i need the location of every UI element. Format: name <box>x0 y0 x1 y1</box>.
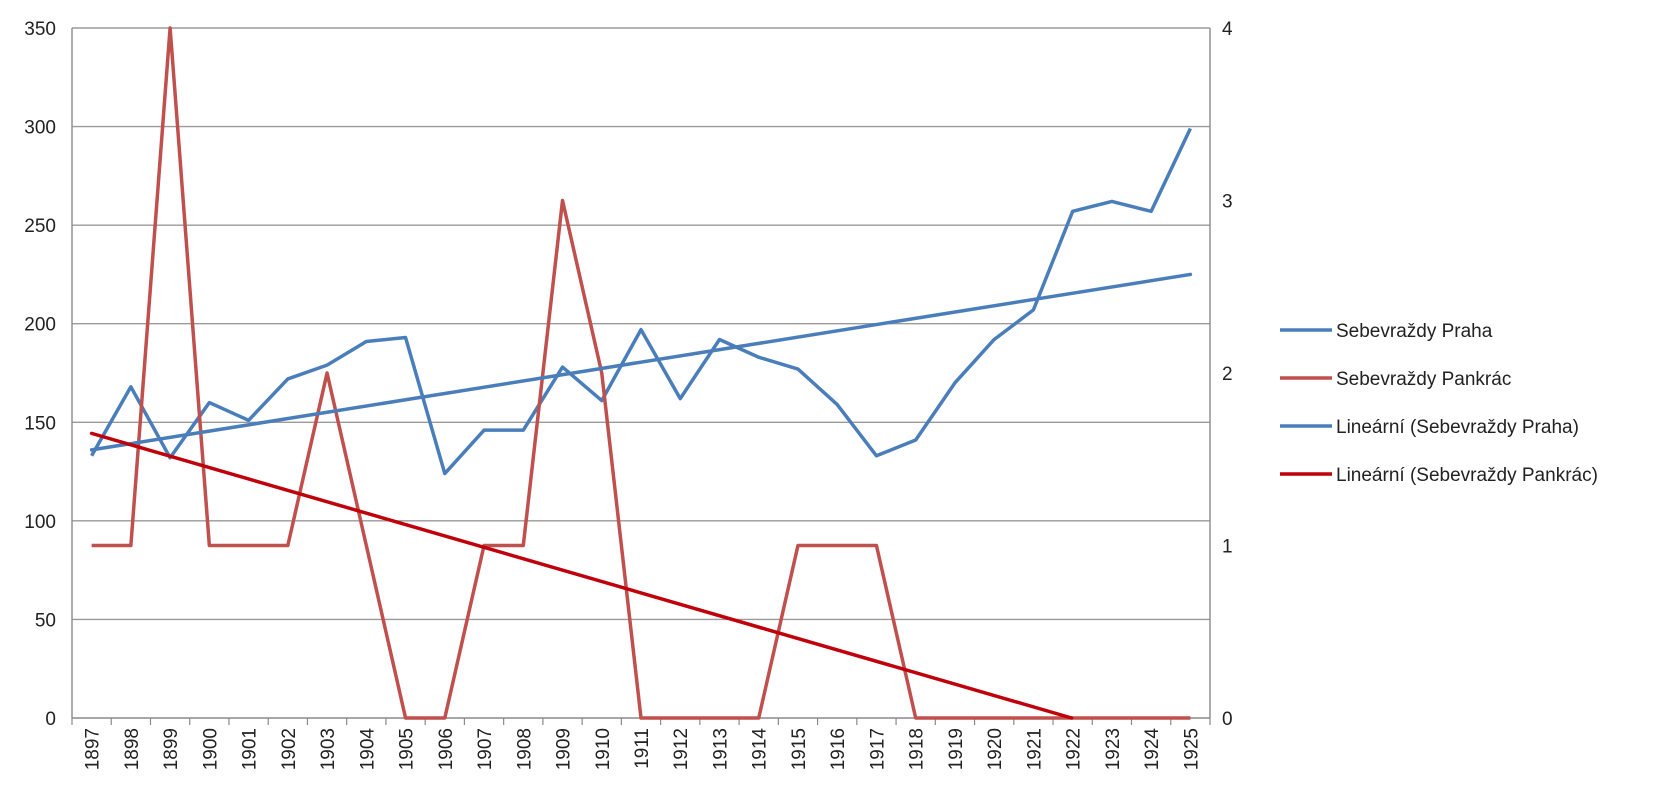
x-tick-label: 1914 <box>750 728 771 771</box>
x-tick-label: 1907 <box>475 728 496 770</box>
x-tick-label: 1919 <box>946 728 967 770</box>
gridlines <box>72 27 1210 621</box>
x-tick-label: 1920 <box>985 728 1006 770</box>
x-tick-label: 1903 <box>318 728 339 770</box>
y-left-tick-label: 50 <box>35 610 56 631</box>
y-left-tick-label: 150 <box>24 413 56 434</box>
x-tick-label: 1912 <box>671 728 692 770</box>
series-line-0 <box>90 127 1192 476</box>
series-line-1 <box>91 26 1191 720</box>
y-left-tick-label: 350 <box>24 19 56 40</box>
x-tick-label: 1922 <box>1064 728 1085 770</box>
x-tick-label: 1908 <box>514 728 535 770</box>
x-tick-label: 1901 <box>240 728 261 770</box>
y-right-tick-label: 1 <box>1222 537 1233 558</box>
trendline-3 <box>89 431 1074 720</box>
y-left-tick-label: 250 <box>24 216 56 237</box>
x-tick-label: 1906 <box>436 728 457 770</box>
y-left-tick-label: 0 <box>45 709 56 730</box>
y-right-tick-label: 4 <box>1222 19 1233 40</box>
trendline-2 <box>89 272 1193 452</box>
y-right-tick-label: 2 <box>1222 364 1233 385</box>
x-tick-label: 1900 <box>200 728 221 770</box>
x-tick-label: 1905 <box>397 728 418 770</box>
x-tick-label: 1916 <box>828 728 849 770</box>
x-tick-label: 1898 <box>122 728 143 770</box>
y-right-tick-label: 0 <box>1222 709 1233 730</box>
x-tick-label: 1899 <box>161 728 182 770</box>
x-tick-label: 1902 <box>279 728 300 770</box>
x-tick-label: 1925 <box>1181 728 1202 770</box>
series-lines <box>89 26 1193 720</box>
y-left-tick-label: 100 <box>24 512 56 533</box>
legend-label: Lineární (Sebevraždy Pankrác) <box>1336 465 1598 486</box>
x-tick-label: 1911 <box>632 728 653 769</box>
x-tick-label: 1904 <box>357 728 378 771</box>
legend: Sebevraždy Praha Sebevraždy Pankrác Lineár… <box>1280 321 1598 486</box>
x-tick-label: 1915 <box>789 728 810 770</box>
axes: 0 50 100 150 200 250 300 350 0 1 2 3 4 1897 1898 1899 19… <box>24 19 1233 770</box>
legend-label: Lineární (Sebevraždy Praha) <box>1336 417 1579 438</box>
legend-label: Sebevraždy Pankrác <box>1336 369 1511 390</box>
y-left-tick-label: 300 <box>24 118 56 139</box>
x-tick-label: 1897 <box>83 728 104 770</box>
x-tick-label: 1917 <box>867 728 888 770</box>
x-tick-label: 1924 <box>1142 728 1163 771</box>
x-tick-label: 1913 <box>710 728 731 770</box>
x-tick-label: 1910 <box>593 728 614 770</box>
y-left-tick-label: 200 <box>24 315 56 336</box>
legend-label: Sebevraždy Praha <box>1336 321 1493 342</box>
x-tick-label: 1918 <box>907 728 928 770</box>
y-right-tick-label: 3 <box>1222 192 1233 213</box>
x-tick-label: 1923 <box>1103 728 1124 770</box>
x-tick-label: 1921 <box>1024 728 1045 770</box>
x-tick-label: 1909 <box>554 728 575 770</box>
